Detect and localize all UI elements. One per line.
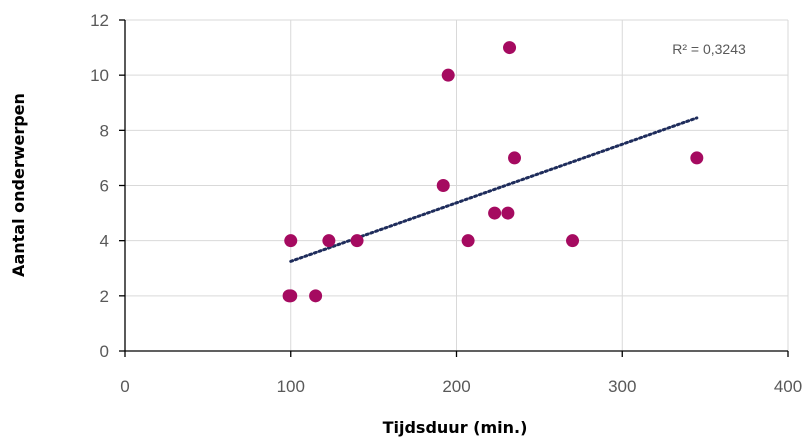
- x-tick-labels: 0 100 200 300 400: [120, 377, 802, 396]
- data-point: [566, 234, 580, 248]
- data-point: [503, 41, 517, 55]
- data-point: [309, 289, 323, 303]
- data-point: [284, 234, 298, 248]
- y-tick-label: 6: [100, 177, 109, 196]
- y-axis-title: Aantal onderwerpen: [9, 93, 28, 277]
- x-tick-label: 100: [277, 377, 305, 396]
- data-point: [461, 234, 475, 248]
- y-tick-label: 10: [90, 66, 109, 85]
- data-point: [441, 68, 455, 82]
- y-tick-label: 4: [100, 232, 109, 251]
- data-point: [690, 151, 704, 165]
- y-tick-label: 2: [100, 287, 109, 306]
- grid-lines: [125, 19, 789, 351]
- axes: [119, 19, 789, 357]
- data-point: [436, 179, 450, 192]
- data-point: [508, 151, 522, 165]
- data-point: [350, 234, 364, 248]
- x-axis-title: Tijdsduur (min.): [383, 418, 528, 437]
- r-squared-label: R² = 0,3243: [672, 41, 746, 57]
- x-tick-label: 0: [120, 377, 129, 396]
- data-point: [488, 206, 502, 220]
- x-tick-label: 300: [608, 377, 636, 396]
- data-point: [501, 206, 515, 220]
- y-tick-label: 0: [100, 342, 109, 361]
- x-tick-label: 200: [442, 377, 470, 396]
- y-tick-labels: 0 2 4 6 8 10 12: [90, 11, 109, 361]
- data-point: [322, 234, 336, 248]
- x-tick-label: 400: [774, 377, 802, 396]
- data-points: [282, 41, 704, 303]
- y-tick-label: 8: [100, 121, 109, 140]
- y-tick-label: 12: [90, 11, 109, 30]
- data-point: [284, 289, 298, 303]
